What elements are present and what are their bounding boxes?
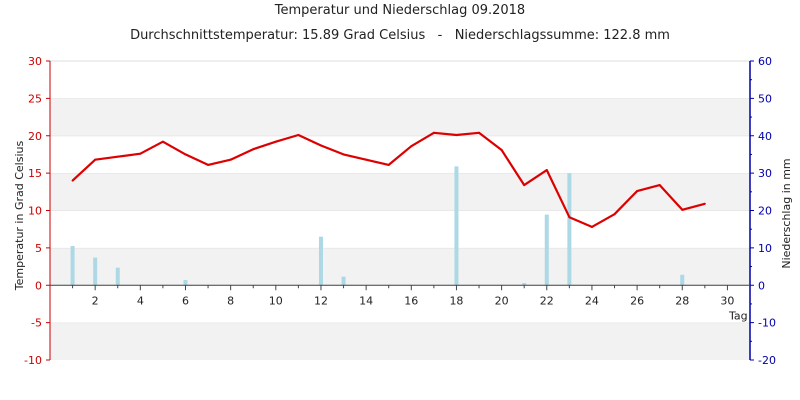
x-tick-label: 6	[182, 294, 189, 307]
temperature-point	[274, 140, 277, 143]
precipitation-bar	[680, 274, 685, 286]
y-left-tick-label: -5	[31, 317, 42, 330]
x-tick-label: 26	[630, 294, 644, 307]
grid-band	[50, 247, 750, 286]
grid-band	[50, 98, 750, 136]
y-right-tick-label: 60	[758, 55, 772, 68]
precipitation-bar	[341, 276, 346, 286]
y-right-tick-label: 10	[758, 242, 772, 255]
temperature-point	[590, 225, 593, 228]
chart-subtitle: Durchschnittstemperatur: 15.89 Grad Cels…	[130, 28, 670, 43]
temperature-point	[252, 148, 255, 151]
x-tick-label: 20	[495, 294, 509, 307]
precipitation-bar	[70, 246, 75, 286]
x-tick-label: 16	[404, 294, 418, 307]
temperature-point	[478, 131, 481, 134]
y-right-tick-label: 20	[758, 205, 772, 218]
y-right-tick-label: 50	[758, 92, 772, 105]
x-tick-label: 18	[449, 294, 463, 307]
precipitation-bar	[115, 267, 120, 286]
grid-band	[50, 61, 750, 99]
axes	[46, 60, 754, 361]
y-right-tick-label: 30	[758, 167, 772, 180]
grid-band	[50, 285, 750, 323]
y-left-tick-label: 10	[28, 205, 42, 218]
temperature-point	[342, 153, 345, 156]
precipitation-bars	[70, 166, 685, 286]
temperature-point	[161, 140, 164, 143]
precipitation-bar	[544, 214, 549, 286]
y-left-tick-label: 5	[35, 242, 42, 255]
x-tick-label: 10	[269, 294, 283, 307]
x-tick-label: 8	[227, 294, 234, 307]
y-left-tick-label: 30	[28, 55, 42, 68]
chart-title: Temperatur und Niederschlag 09.2018	[274, 3, 526, 18]
y-left-tick-label: 20	[28, 130, 42, 143]
temperature-point	[116, 155, 119, 158]
temperature-point	[139, 152, 142, 155]
temperature-point	[432, 131, 435, 134]
precipitation-bar	[567, 173, 572, 286]
precipitation-bar	[522, 283, 527, 286]
temperature-point	[523, 184, 526, 187]
temperature-point	[229, 158, 232, 161]
y-left-tick-label: 15	[28, 167, 42, 180]
temperature-point	[94, 158, 97, 161]
precipitation-bar	[318, 236, 323, 286]
temperature-point	[71, 179, 74, 182]
y-right-tick-label: -20	[758, 354, 776, 367]
precipitation-bar	[454, 166, 459, 286]
x-tick-label: 28	[675, 294, 689, 307]
temperature-line-group	[71, 131, 706, 228]
temperature-point	[658, 184, 661, 187]
x-tick-label: 14	[359, 294, 373, 307]
x-tick-label: 30	[720, 294, 734, 307]
x-tick-label: 2	[92, 294, 99, 307]
precipitation-bar	[93, 257, 98, 286]
temperature-point	[703, 202, 706, 205]
temperature-point	[613, 213, 616, 216]
y-left-tick-label: -10	[24, 354, 42, 367]
temperature-point	[500, 148, 503, 151]
temperature-point	[455, 134, 458, 137]
temperature-point	[568, 216, 571, 219]
temperature-point	[681, 208, 684, 211]
y-right-tick-label: 0	[758, 279, 765, 292]
temperature-point	[319, 144, 322, 147]
y-axis-left-label: Temperatur in Grad Celsius	[13, 141, 26, 292]
temperature-point	[387, 163, 390, 166]
grid-band	[50, 173, 750, 211]
y-right-tick-label: 40	[758, 130, 772, 143]
x-tick-label: 12	[314, 294, 328, 307]
x-tick-label: 4	[137, 294, 144, 307]
y-left-tick-label: 25	[28, 92, 42, 105]
grid-band	[50, 322, 750, 360]
y-right-tick-label: -10	[758, 317, 776, 330]
temperature-point	[297, 134, 300, 137]
temperature-point	[365, 158, 368, 161]
y-axis-right-label: Niederschlag in mm	[780, 158, 793, 268]
temperature-point	[545, 169, 548, 172]
y-left-tick-label: 0	[35, 279, 42, 292]
temperature-point	[207, 163, 210, 166]
x-tick-label: 22	[540, 294, 554, 307]
x-axis-label: Tag	[728, 309, 748, 322]
temperature-point	[410, 145, 413, 148]
x-tick-label: 24	[585, 294, 599, 307]
temperature-point	[636, 190, 639, 193]
grid-band	[50, 210, 750, 248]
grid-bands	[50, 60, 750, 360]
temperature-point	[184, 153, 187, 156]
precipitation-bar	[183, 280, 188, 286]
